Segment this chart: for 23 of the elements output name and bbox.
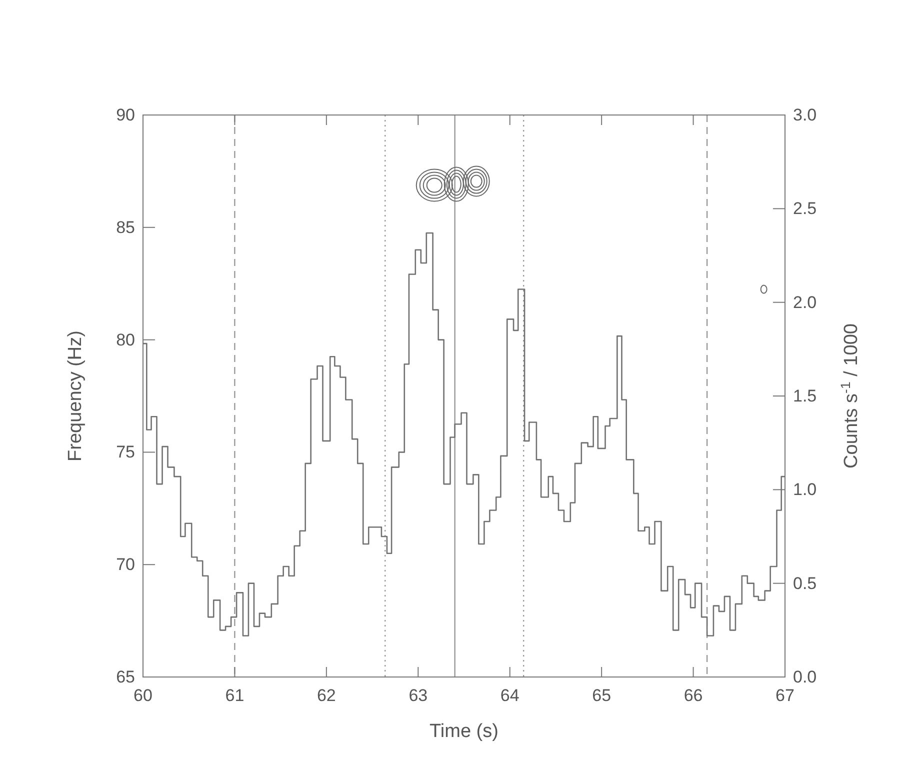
y-tick-label: 90	[116, 105, 135, 124]
y2-tick-label: 0.5	[793, 574, 817, 593]
y2-tick-label: 2.5	[793, 199, 817, 218]
y2-tick-label: 1.0	[793, 480, 817, 500]
y2-tick-label: 0.0	[793, 667, 817, 686]
x-tick-label: 64	[500, 686, 520, 706]
x-tick-label: 61	[225, 686, 244, 706]
y2-tick-label: 1.5	[793, 386, 817, 406]
x-tick-label: 60	[134, 686, 152, 706]
x-axis-title: Time (s)	[430, 721, 498, 742]
x-tick-label: 66	[684, 686, 703, 706]
x-tick-label: 63	[408, 686, 428, 706]
x-tick-label: 67	[776, 686, 794, 706]
y-tick-label: 80	[116, 330, 135, 350]
x-tick-label: 65	[592, 686, 612, 706]
y-tick-label: 65	[116, 667, 135, 686]
y-tick-label: 85	[116, 218, 135, 237]
y-tick-label: 70	[116, 555, 135, 574]
y2-tick-label: 3.0	[793, 105, 817, 124]
y-axis-title: Frequency (Hz)	[65, 330, 86, 462]
y2-tick-label: 2.0	[793, 292, 817, 312]
x-tick-label: 62	[316, 686, 336, 706]
y-tick-label: 75	[116, 442, 135, 462]
